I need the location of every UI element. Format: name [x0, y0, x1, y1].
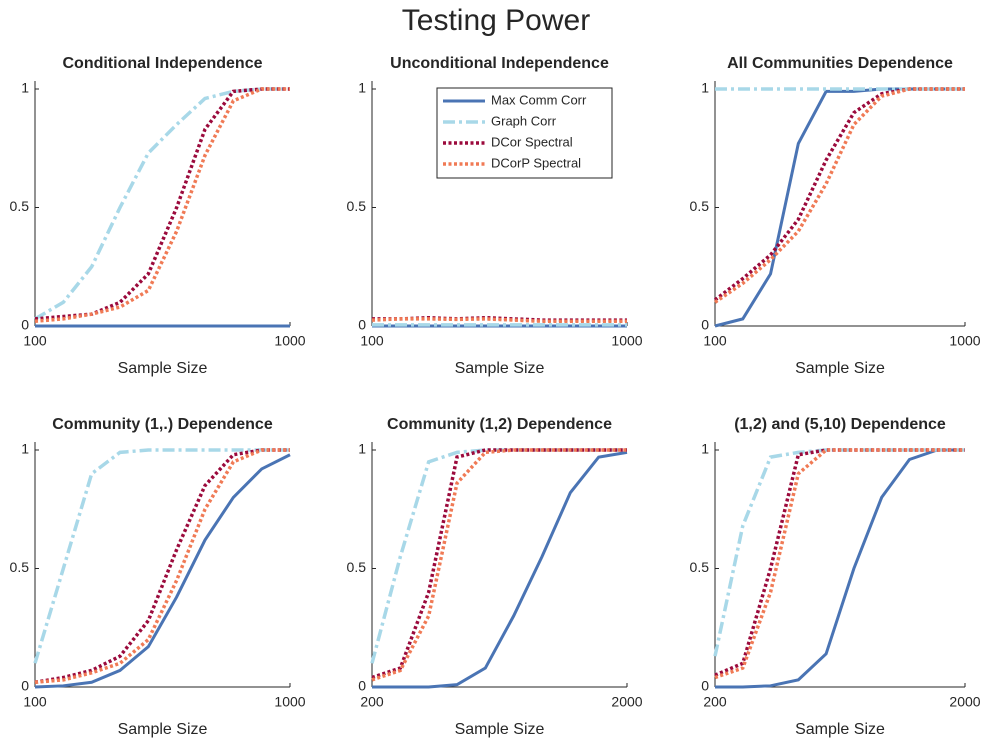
x-tick-label: 2000 [611, 694, 642, 710]
series-line [372, 450, 628, 689]
x-tick-label: 2000 [949, 694, 980, 710]
series-line [34, 87, 290, 321]
series-line [34, 448, 290, 684]
figure-title: Testing Power [402, 4, 590, 37]
subplot-title: Unconditional Independence [390, 55, 609, 72]
series-line [713, 448, 965, 657]
subplot-title: Community (1,2) Dependence [387, 416, 612, 433]
x-axis-label: Sample Size [455, 721, 545, 738]
y-tick-label: 1 [21, 80, 29, 96]
legend-label: Graph Corr [491, 113, 557, 128]
legend-label: DCor Spectral [491, 134, 573, 149]
y-tick-label: 0 [21, 678, 29, 694]
series-line [34, 453, 291, 689]
y-tick-label: 1 [701, 441, 709, 457]
series-line [714, 448, 965, 680]
y-tick-label: 0 [701, 678, 709, 694]
subplot-title: (1,2) and (5,10) Dependence [734, 416, 946, 433]
x-axis-label: Sample Size [118, 721, 208, 738]
legend-label: Max Comm Corr [491, 92, 587, 107]
x-tick-label: 1000 [611, 333, 642, 349]
y-tick-label: 0 [701, 317, 709, 333]
y-tick-label: 0.5 [10, 559, 30, 575]
y-tick-label: 0.5 [690, 198, 710, 214]
subplot-title: Community (1,.) Dependence [52, 416, 273, 433]
x-tick-label: 1000 [274, 694, 305, 710]
series-line [713, 87, 965, 302]
series-line [714, 87, 965, 304]
series-line [371, 317, 627, 324]
y-tick-label: 0.5 [10, 198, 30, 214]
x-axis-label: Sample Size [118, 360, 208, 377]
x-tick-label: 100 [23, 333, 47, 349]
x-axis-label: Sample Size [455, 360, 545, 377]
y-tick-label: 0 [21, 317, 29, 333]
y-tick-label: 1 [358, 441, 366, 457]
subplot-title: Conditional Independence [62, 55, 262, 72]
series-line [715, 448, 965, 689]
series-line [371, 448, 627, 682]
y-tick-label: 1 [21, 441, 29, 457]
y-tick-label: 1 [701, 80, 709, 96]
y-tick-label: 0.5 [347, 198, 367, 214]
legend: Max Comm Corr Graph Corr DCor Spectral DCor… [436, 87, 613, 179]
x-axis-label: Sample Size [795, 721, 885, 738]
series-line [370, 448, 627, 664]
x-tick-label: 200 [360, 694, 384, 710]
legend-label: DCorP Spectral [491, 155, 581, 170]
x-tick-label: 100 [23, 694, 47, 710]
x-tick-label: 1000 [949, 333, 980, 349]
series-line [714, 87, 965, 328]
series-line [33, 448, 290, 664]
x-axis-label: Sample Size [795, 360, 885, 377]
series-line [34, 448, 290, 685]
x-tick-label: 1000 [274, 333, 305, 349]
y-tick-label: 0 [358, 317, 366, 333]
subplot-title: All Communities Dependence [727, 55, 953, 72]
y-tick-label: 0.5 [690, 559, 710, 575]
x-tick-label: 100 [360, 333, 384, 349]
y-tick-label: 1 [358, 80, 366, 96]
x-tick-label: 100 [703, 333, 727, 349]
x-tick-label: 200 [703, 694, 727, 710]
y-tick-label: 0 [358, 678, 366, 694]
series-line [34, 87, 290, 324]
series-line [34, 87, 290, 321]
y-tick-label: 0.5 [347, 559, 367, 575]
